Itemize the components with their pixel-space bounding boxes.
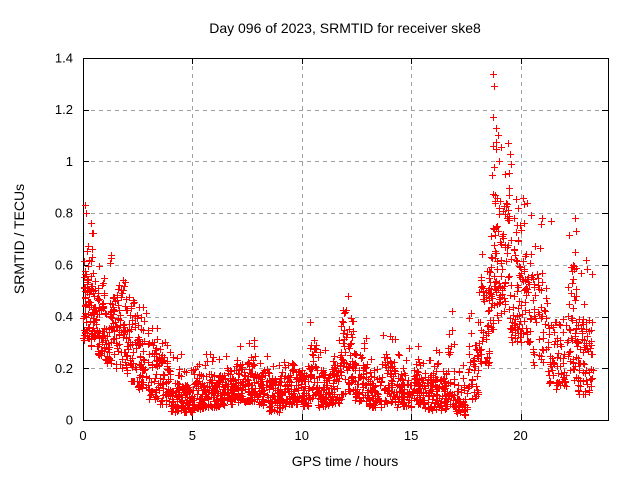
y-tick-label: 0.2 [55,361,73,376]
y-tick-label: 0.4 [55,309,73,324]
scatter-points [80,71,597,419]
x-tick-label: 15 [404,428,418,443]
axis-tick-labels: 0 5 10 15 20 0 0.2 0.4 0.6 0.8 1 1.2 1.4 [55,51,528,444]
chart-title: Day 096 of 2023, SRMTID for receiver ske… [209,20,481,36]
axis-ticks [83,58,608,421]
y-tick-label: 0.8 [55,206,73,221]
y-tick-label: 0 [66,413,73,428]
y-tick-label: 1 [66,154,73,169]
y-tick-label: 0.6 [55,257,73,272]
x-tick-label: 20 [513,428,527,443]
x-tick-label: 5 [189,428,196,443]
x-tick-label: 0 [79,428,86,443]
x-axis-label: GPS time / hours [292,453,399,469]
y-axis-label: SRMTID / TECUs [11,184,27,294]
x-tick-label: 10 [295,428,309,443]
y-tick-label: 1.2 [55,102,73,117]
y-tick-label: 1.4 [55,51,73,66]
plot-border [83,58,609,421]
